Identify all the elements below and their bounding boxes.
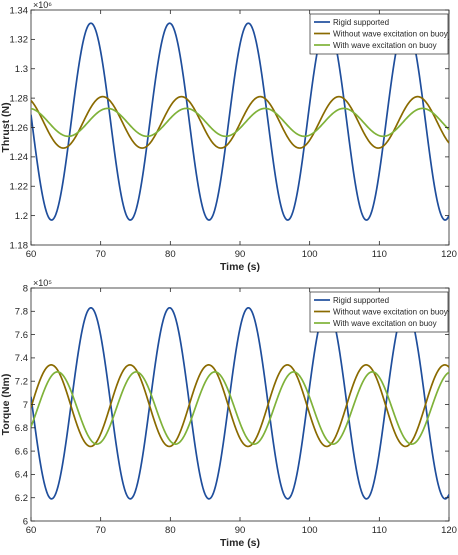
y-tick-label: 7.4 bbox=[15, 353, 28, 364]
x-tick-label: 70 bbox=[95, 525, 106, 536]
x-tick-label: 100 bbox=[302, 249, 318, 260]
legend: Rigid supported Without wave excitation o… bbox=[309, 291, 449, 333]
y-axis-label: Torque (Nm) bbox=[0, 374, 12, 436]
x-tick-label: 80 bbox=[165, 525, 176, 536]
y-tick-label: 1.28 bbox=[10, 93, 29, 104]
y-tick-label: 1.2 bbox=[15, 211, 28, 222]
y-tick-label: 1.32 bbox=[10, 35, 29, 46]
y-tick-label: 6.6 bbox=[15, 446, 28, 457]
legend-box bbox=[309, 13, 449, 55]
series-line-without-wave-excitation-on-buoy bbox=[31, 364, 449, 448]
series-group bbox=[31, 22, 449, 221]
legend: Rigid supported Without wave excitation o… bbox=[309, 13, 449, 55]
x-tick-label: 80 bbox=[165, 249, 176, 260]
series-line-rigid-supported bbox=[31, 306, 449, 500]
x-tick-label: 70 bbox=[95, 249, 106, 260]
x-tick-label: 90 bbox=[235, 525, 246, 536]
y-tick-label: 6.8 bbox=[15, 423, 28, 434]
y-tick-label: 1.24 bbox=[10, 152, 29, 163]
y-tick-label: 1.34 bbox=[10, 5, 29, 16]
y-tick-label: 8 bbox=[23, 283, 28, 294]
legend-entry: With wave excitation on buoy bbox=[333, 319, 437, 328]
y-tick-label: 6.4 bbox=[15, 470, 28, 481]
y-tick-label: 1.26 bbox=[10, 123, 29, 134]
legend-entry: Rigid supported bbox=[333, 296, 389, 305]
x-tick-label: 60 bbox=[26, 249, 37, 260]
y-tick-label: 7.8 bbox=[15, 307, 28, 318]
x-tick-label: 90 bbox=[235, 249, 246, 260]
x-tick-label: 120 bbox=[441, 249, 457, 260]
y-exponent-label: ×10⁵ bbox=[33, 278, 52, 288]
x-tick-label: 110 bbox=[372, 249, 387, 260]
x-tick-label: 100 bbox=[302, 525, 318, 536]
series-group bbox=[31, 306, 449, 500]
x-axis-label: Time (s) bbox=[220, 261, 260, 273]
x-tick-label: 110 bbox=[372, 525, 387, 536]
y-tick-label: 7.6 bbox=[15, 330, 28, 341]
x-tick-label: 60 bbox=[26, 525, 37, 536]
legend-entry: With wave excitation on buoy bbox=[333, 41, 437, 50]
y-tick-label: 7 bbox=[23, 400, 28, 411]
chart-2: 60 70 80 90 100 110 120 6 6.2 6.4 6.6 6.8 7 7.2 7.4 7.6… bbox=[0, 278, 457, 549]
y-tick-label: 1.22 bbox=[10, 182, 29, 193]
y-tick-label: 7.2 bbox=[15, 377, 28, 388]
legend-box bbox=[309, 291, 449, 333]
series-line-with-wave-excitation-on-buoy bbox=[31, 107, 449, 138]
x-tick-label: 120 bbox=[441, 525, 457, 536]
legend-entry: Without wave excitation on buoy bbox=[333, 30, 448, 39]
legend-entry: Rigid supported bbox=[333, 18, 389, 27]
chart-1: 60 70 80 90 100 110 120 1.18 1.2 1.22 1.24 1.26 1.28… bbox=[0, 0, 457, 273]
y-tick-label: 1.18 bbox=[10, 240, 29, 251]
y-axis-label: Thrust (N) bbox=[0, 102, 12, 152]
series-line-with-wave-excitation-on-buoy bbox=[31, 371, 449, 445]
y-tick-label: 6 bbox=[23, 516, 28, 527]
legend-entry: Without wave excitation on buoy bbox=[333, 308, 448, 317]
x-axis-label: Time (s) bbox=[220, 537, 260, 549]
y-exponent-label: ×10⁶ bbox=[33, 0, 52, 10]
y-tick-label: 6.2 bbox=[15, 493, 28, 504]
y-tick-label: 1.3 bbox=[15, 64, 28, 75]
series-line-without-wave-excitation-on-buoy bbox=[31, 95, 449, 149]
series-line-rigid-supported bbox=[31, 22, 449, 221]
